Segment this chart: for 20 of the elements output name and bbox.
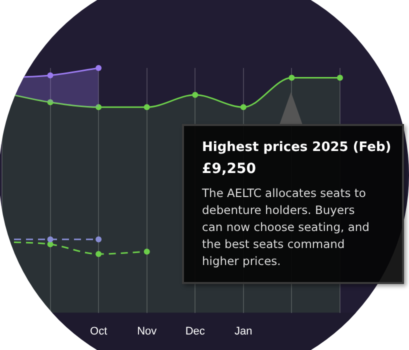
point — [96, 251, 102, 258]
x-tick-label: Oct — [90, 325, 108, 338]
point — [240, 104, 246, 110]
point — [337, 74, 343, 81]
point — [96, 65, 102, 71]
point — [47, 99, 54, 106]
point — [47, 72, 54, 78]
x-tick-label: Dec — [185, 325, 206, 338]
point — [288, 74, 295, 81]
point — [144, 104, 150, 110]
annotation: The AELTC allocates seats to debenture holders. Buyers can now choose seating, and the best seats command higher prices. — [202, 185, 370, 270]
annotation: Highest prices 2025 (Feb) — [202, 140, 392, 155]
point — [192, 92, 198, 98]
point — [144, 248, 150, 255]
point — [47, 236, 54, 242]
annotation: £9,250 — [202, 161, 258, 177]
point — [96, 104, 102, 110]
point — [96, 236, 102, 242]
x-tick-label: Nov — [137, 325, 158, 338]
x-tick-label: Jan — [234, 325, 252, 338]
